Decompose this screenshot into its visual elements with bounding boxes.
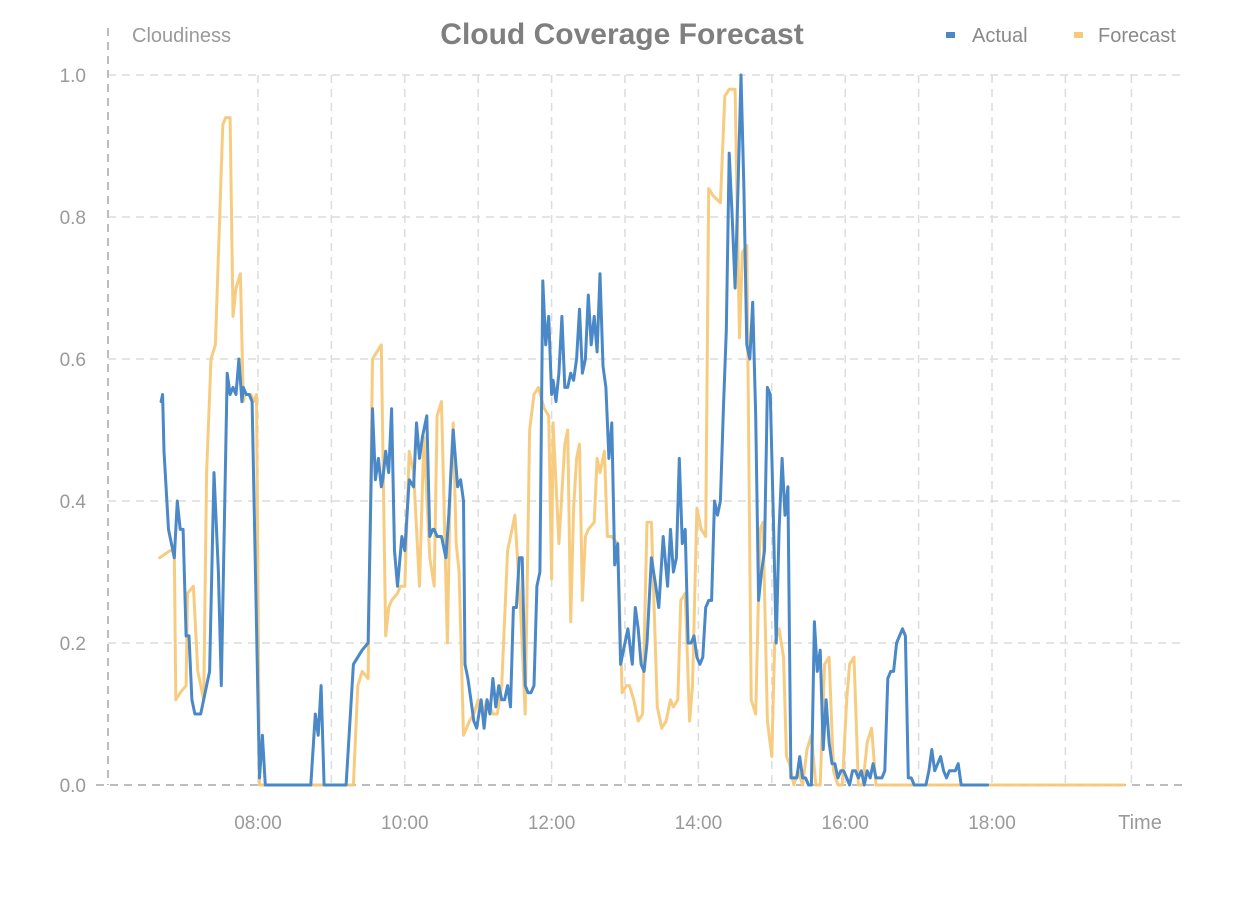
legend-swatch-actual (946, 32, 955, 38)
legend-swatch-forecast (1074, 32, 1083, 38)
x-tick-label: 14:00 (675, 813, 723, 834)
x-axis-label: Time (1118, 812, 1162, 834)
axes (96, 28, 1186, 786)
x-tick-label: 10:00 (381, 813, 429, 834)
x-tick-label: 16:00 (821, 813, 869, 834)
series-lines (158, 73, 1126, 787)
series-line-forecast (158, 87, 1126, 787)
y-axis-label: Cloudiness (132, 25, 231, 47)
legend[interactable]: Actual Forecast (946, 25, 1176, 47)
y-tick-label: 1.0 (60, 66, 86, 87)
x-tick-label: 18:00 (968, 813, 1016, 834)
y-tick-label: 0.4 (60, 492, 87, 513)
x-tick-label: 12:00 (528, 813, 576, 834)
tick-labels: 0.0 0.2 0.4 0.6 0.8 1.0 08:00 10:00 12:00 14:00 16… (60, 66, 1016, 834)
legend-label-forecast: Forecast (1098, 25, 1176, 47)
x-tick-label: 08:00 (234, 813, 282, 834)
legend-item-forecast[interactable]: Forecast (1074, 25, 1176, 47)
series-line-actual (159, 73, 990, 787)
y-tick-label: 0.2 (60, 634, 86, 655)
legend-item-actual[interactable]: Actual (946, 25, 1028, 47)
y-tick-label: 0.6 (60, 350, 86, 371)
grid (108, 74, 1186, 785)
y-tick-label: 0.0 (60, 776, 86, 797)
chart-title: Cloud Coverage Forecast (440, 18, 803, 51)
y-tick-label: 0.8 (60, 208, 86, 229)
legend-label-actual: Actual (972, 25, 1028, 47)
